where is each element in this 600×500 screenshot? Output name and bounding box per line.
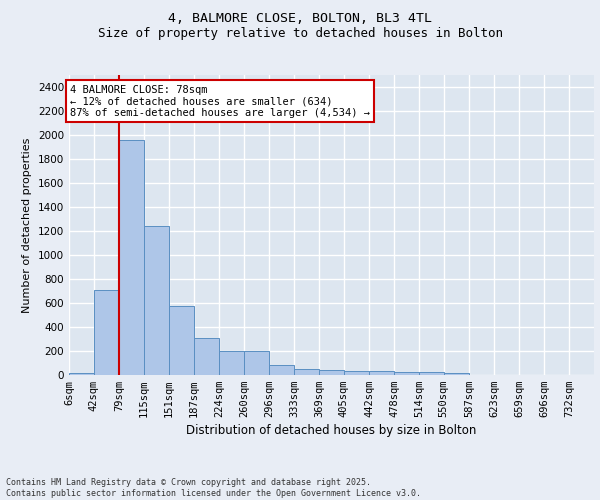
Bar [219,351,244,375]
Bar [294,370,319,375]
Bar [319,370,344,375]
Text: Contains HM Land Registry data © Crown copyright and database right 2025.
Contai: Contains HM Land Registry data © Crown c… [6,478,421,498]
Bar [144,226,169,375]
Bar [244,351,269,375]
Bar [94,290,119,375]
Bar [444,373,469,375]
Bar [69,373,94,375]
Bar [169,306,194,375]
Bar [370,372,394,375]
Text: Size of property relative to detached houses in Bolton: Size of property relative to detached ho… [97,28,503,40]
Bar [119,140,144,375]
Bar [269,365,293,375]
Text: 4, BALMORE CLOSE, BOLTON, BL3 4TL: 4, BALMORE CLOSE, BOLTON, BL3 4TL [168,12,432,26]
Bar [344,371,369,375]
Y-axis label: Number of detached properties: Number of detached properties [22,138,32,312]
X-axis label: Distribution of detached houses by size in Bolton: Distribution of detached houses by size … [187,424,476,438]
Bar [394,372,419,375]
Bar [194,338,218,375]
Bar [419,372,444,375]
Text: 4 BALMORE CLOSE: 78sqm
← 12% of detached houses are smaller (634)
87% of semi-de: 4 BALMORE CLOSE: 78sqm ← 12% of detached… [70,84,370,118]
